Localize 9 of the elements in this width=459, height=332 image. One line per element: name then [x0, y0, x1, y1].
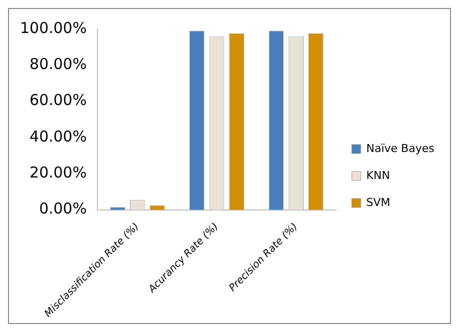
- legend-label: KNN: [366, 168, 390, 182]
- y-tick-label: 40.00%: [30, 127, 87, 146]
- y-tick-label: 100.00%: [20, 18, 87, 37]
- legend-label: SVM: [366, 196, 390, 209]
- y-tick-label: 60.00%: [30, 91, 87, 110]
- y-tick-label: 80.00%: [30, 55, 87, 74]
- y-tick-label: 0.00%: [39, 200, 87, 218]
- y-tick-label: 20.00%: [30, 164, 87, 182]
- legend-label: Naïve Bayes: [366, 142, 435, 155]
